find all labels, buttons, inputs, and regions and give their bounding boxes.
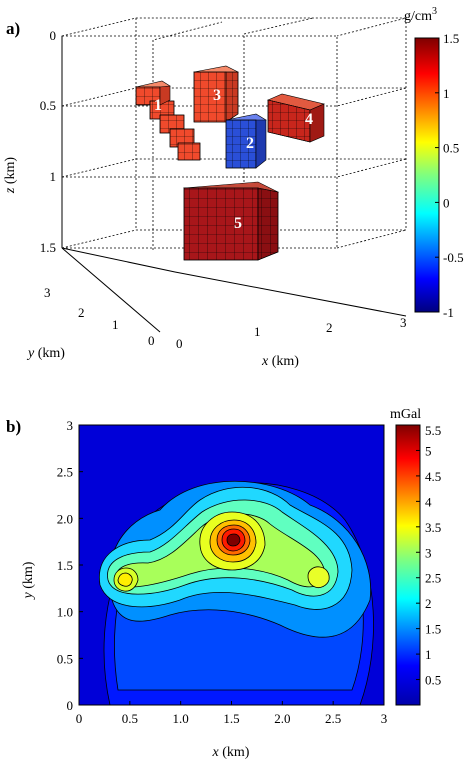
colorbar-a-tick-label: 0.5: [443, 141, 459, 156]
z-axis-label: z (km): [3, 157, 18, 195]
panel-b-label: b): [6, 417, 21, 436]
colorbar-b-tick-label: 5: [425, 443, 432, 458]
y3d-tick-2: 2: [78, 305, 85, 320]
map-x-axis-label: x (km): [212, 745, 250, 760]
colorbar-b-tick-label: 4.5: [425, 469, 441, 484]
map-xtick-label: 1.5: [223, 711, 239, 726]
colorbar-b-tick-label: 2.5: [425, 571, 441, 586]
map-xtick-label: 2.0: [274, 711, 290, 726]
map-ytick-label: 0.5: [57, 651, 73, 666]
body-2-label: 2: [246, 135, 254, 152]
x3d-tick-2: 2: [326, 320, 333, 335]
x3d-tick-0: 0: [176, 336, 183, 351]
z-tick-0: 0: [50, 28, 57, 43]
body-1: [135, 80, 201, 161]
map-xtick-label: 2.5: [325, 711, 341, 726]
panel-a-zticks: 0 0.5 1 1.5: [40, 28, 56, 255]
panel-a-yticks: 3 2 1 0: [44, 285, 155, 348]
z-tick-1: 0.5: [40, 98, 56, 113]
y3d-tick-3: 3: [44, 285, 51, 300]
colorbar-b-tick-label: 1.5: [425, 622, 441, 637]
colorbar-a: g/cm3 1.5 1 0.5 0 -0.5 -1: [404, 6, 464, 320]
colorbar-b-tick-label: 2: [425, 596, 432, 611]
colorbar-b-title: mGal: [390, 407, 421, 422]
colorbar-a-tick-label: 1: [443, 86, 450, 101]
map-ytick-label: 3: [67, 418, 74, 433]
body-1-label: 1: [154, 97, 162, 114]
colorbar-b-tick-label: 5.5: [425, 423, 441, 438]
y3d-tick-0: 0: [148, 333, 155, 348]
body-2: [225, 113, 267, 169]
panel-a-label: a): [6, 19, 20, 38]
contour-map: [79, 425, 384, 705]
map-ytick-label: 2.0: [57, 511, 73, 526]
body-4-label: 4: [305, 111, 313, 128]
colorbar-b-tick-label: 0.5: [425, 673, 441, 688]
panel-b: b) 0 0.5 1.0 1.5 2.0 2.5 3 0 0.5 1.0 1.5 2.0 2.5 3 y…: [6, 407, 441, 760]
colorbar-b-tick-label: 4: [425, 494, 432, 509]
body-5-label: 5: [234, 215, 242, 232]
map-xtick-label: 1.0: [173, 711, 189, 726]
map-y-axis-label: y (km): [21, 561, 36, 600]
colorbar-b: mGal 5.5 5 4.5 4 3.5 3 2.5 2 1.5 1 0.5: [390, 407, 441, 706]
map-yticks: 0 0.5 1.0 1.5 2.0 2.5 3: [57, 418, 83, 713]
map-xticks: 0 0.5 1.0 1.5 2.0 2.5 3: [76, 701, 388, 726]
y3d-tick-1: 1: [112, 317, 119, 332]
map-xtick-label: 0: [76, 711, 83, 726]
panel-a: a) 0 0.5 1 1.5 z (km): [3, 6, 464, 369]
z-tick-2: 1: [50, 169, 57, 184]
x3d-tick-1: 1: [254, 324, 261, 339]
colorbar-a-title: g/cm3: [404, 6, 437, 24]
colorbar-b-tick-label: 1: [425, 647, 432, 662]
x3d-tick-3: 3: [400, 315, 407, 330]
z-tick-3: 1.5: [40, 240, 56, 255]
map-ytick-label: 0: [67, 698, 74, 713]
map-ytick-label: 1.5: [57, 558, 73, 573]
map-xtick-label: 0.5: [122, 711, 138, 726]
body-4: [267, 93, 325, 143]
map-ytick-label: 2.5: [57, 465, 73, 480]
map-ytick-label: 1.0: [57, 605, 73, 620]
body-5: [182, 181, 280, 261]
body-3-label: 3: [213, 87, 221, 104]
colorbar-a-tick-label: -0.5: [443, 250, 464, 265]
colorbar-a-tick-label: 1.5: [443, 31, 459, 46]
colorbar-a-tick-label: -1: [443, 305, 454, 320]
panel-a-axes: [61, 36, 407, 333]
y3d-axis-label: y (km): [26, 346, 65, 361]
colorbar-a-tick-label: 0: [443, 195, 450, 210]
colorbar-b-tick-label: 3.5: [425, 520, 441, 535]
body-3: [193, 65, 239, 123]
colorbar-b-tick-label: 3: [425, 545, 432, 560]
map-xtick-label: 3: [381, 711, 388, 726]
panel-a-xticks: 0 1 2 3: [176, 315, 407, 351]
x3d-axis-label: x (km): [261, 354, 299, 369]
